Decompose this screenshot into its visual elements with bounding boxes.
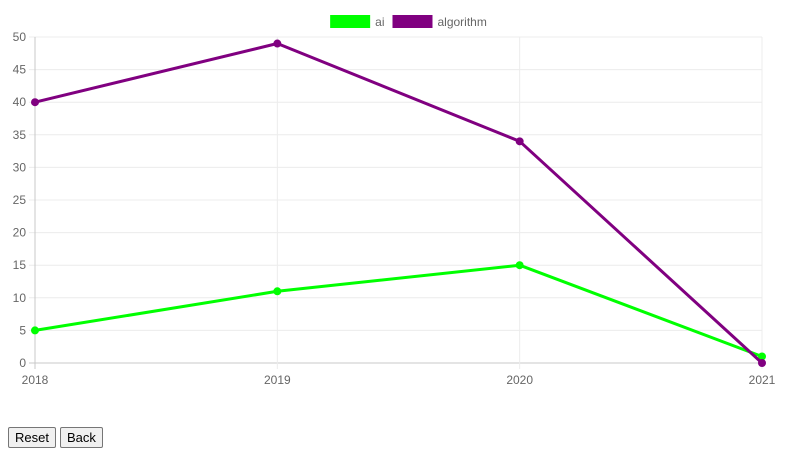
legend-swatch — [330, 15, 371, 28]
data-point-ai[interactable] — [515, 261, 524, 270]
y-tick-label: 20 — [13, 226, 27, 240]
series-line-algorithm — [34, 42, 764, 365]
y-tick-label: 25 — [13, 193, 27, 207]
grid — [29, 36, 763, 369]
data-point-ai[interactable] — [273, 287, 282, 296]
y-tick-label: 10 — [13, 291, 27, 305]
y-tick-label: 15 — [13, 258, 27, 272]
back-button[interactable]: Back — [59, 427, 103, 448]
y-tick-label: 30 — [13, 160, 27, 174]
y-tick-label: 0 — [19, 356, 26, 370]
x-tick-label: 2018 — [22, 373, 49, 387]
data-point-ai[interactable] — [31, 326, 39, 335]
data-point-algorithm[interactable] — [515, 137, 524, 146]
reset-button[interactable]: Reset — [8, 427, 56, 448]
data-point-algorithm[interactable] — [31, 98, 39, 107]
x-tick-label: 2021 — [749, 373, 776, 387]
y-tick-label: 40 — [13, 95, 27, 109]
legend: ai algorithm — [330, 15, 487, 29]
y-tick-label: 45 — [13, 63, 27, 77]
data-point-algorithm[interactable] — [758, 359, 766, 367]
legend-item-algorithm[interactable]: algorithm — [392, 15, 487, 29]
chart-controls: Reset Back — [8, 427, 103, 448]
x-tick-label: 2019 — [264, 373, 291, 387]
axes: 0 5 10 15 20 25 30 35 40 45 50 2018 2019 2020 2021 — [13, 30, 776, 387]
y-tick-label: 5 — [19, 323, 26, 337]
legend-swatch — [392, 15, 433, 28]
series-line-ai — [34, 263, 763, 358]
x-tick-label: 2020 — [506, 373, 533, 387]
legend-item-ai[interactable]: ai — [330, 15, 384, 29]
y-tick-label: 35 — [13, 128, 27, 142]
series — [31, 39, 766, 367]
y-tick-label: 50 — [13, 30, 27, 44]
legend-label: ai — [375, 15, 384, 29]
data-point-algorithm[interactable] — [273, 39, 282, 48]
legend-label: algorithm — [437, 15, 486, 29]
